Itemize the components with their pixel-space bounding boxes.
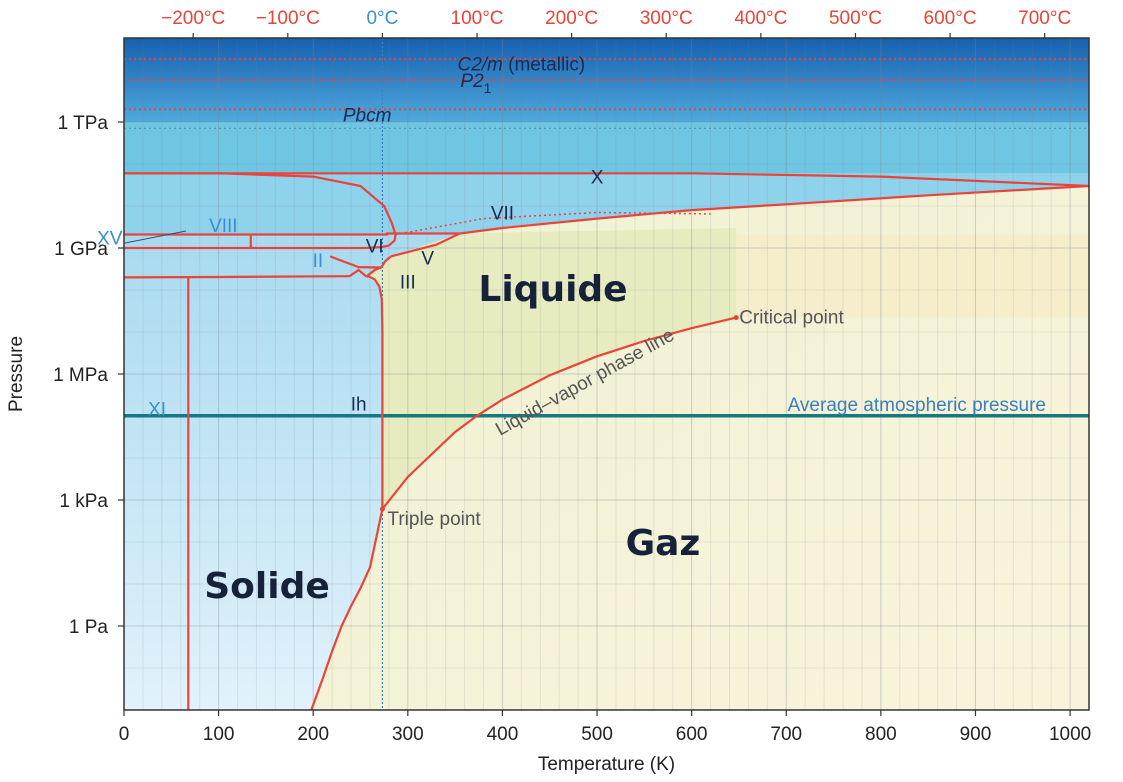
y-tick-label: 1 GPa: [54, 239, 108, 260]
x-tick-label: 0: [119, 724, 130, 745]
celsius-tick-label: 400°C: [734, 8, 787, 29]
y-tick-label: 1 MPa: [53, 365, 108, 386]
x-tick-label: 200: [297, 724, 329, 745]
x-tick-label: 1000: [1049, 724, 1091, 745]
structure-name: P2: [460, 71, 484, 92]
phase-boundary: [390, 232, 461, 258]
structure-label: Pbcm: [343, 106, 392, 127]
phase-boundary: [459, 184, 1089, 235]
structure-subscript: 1: [484, 80, 492, 96]
celsius-tick-label: 100°C: [451, 8, 504, 29]
ice-phase-label: X: [591, 168, 604, 189]
phase-boundary: [124, 172, 397, 235]
phase-boundary: [124, 232, 460, 236]
phase-regions: [124, 38, 1089, 710]
liquid-region: [369, 228, 737, 509]
grid-lines: [124, 38, 1089, 710]
phase-boundary: [366, 275, 384, 509]
y-tick-label: 1 TPa: [58, 113, 109, 134]
celsius-tick-label: 600°C: [924, 8, 977, 29]
celsius-tick-label: −200°C: [161, 8, 225, 29]
atmospheric-pressure-label: Average atmospheric pressure: [788, 395, 1046, 416]
phase-boundary: [380, 255, 392, 269]
y-tick-label: 1 kPa: [59, 491, 108, 512]
critical-point-label: Critical point: [739, 308, 844, 329]
phase-boundary: [124, 275, 350, 279]
x-tick-label: 700: [770, 724, 802, 745]
y-axis-title: Pressure: [6, 336, 27, 412]
structure-label: P21: [460, 71, 491, 96]
ice-phase-label: XI: [148, 400, 166, 421]
xv-pointer: [123, 230, 187, 244]
celsius-tick-label: −100°C: [256, 8, 320, 29]
celsius-tick-label: 0°C: [366, 8, 398, 29]
celsius-tick-label: 200°C: [545, 8, 598, 29]
x-tick-label: 400: [487, 724, 519, 745]
ice-phase-label: VII: [491, 204, 514, 225]
ice-phase-label: XV: [97, 228, 123, 249]
ice-x-region: [124, 122, 1089, 174]
structure-label: C2/m (metallic): [457, 54, 585, 75]
celsius-tick-label: 500°C: [829, 8, 882, 29]
phase-boundary: [124, 172, 1089, 188]
structure-name: Pbcm: [343, 106, 392, 127]
phase-line: [381, 316, 737, 510]
region-label: Liquide: [478, 269, 627, 310]
ice-phase-label: II: [313, 251, 324, 272]
x-tick-label: 300: [392, 724, 424, 745]
triple-point-marker: [379, 506, 385, 512]
phase-boundary: [124, 234, 397, 250]
supercritical-region: [736, 234, 1089, 318]
celsius-tick-label: 700°C: [1018, 8, 1071, 29]
x-tick-label: 100: [203, 724, 235, 745]
structure-name: C2/m: [457, 54, 502, 75]
x-tick-label: 600: [676, 724, 708, 745]
ice-phase-label: III: [400, 272, 416, 293]
ice-phase-label: V: [421, 248, 434, 269]
ice-phase-label: Ih: [351, 394, 367, 415]
celsius-tick-label: 300°C: [640, 8, 693, 29]
x-tick-label: 800: [865, 724, 897, 745]
structure-suffix: (metallic): [503, 54, 585, 75]
x-axis-title: Temperature (K): [538, 754, 675, 775]
metastable-line: [395, 211, 711, 236]
critical-point-marker: [733, 315, 739, 321]
x-tick-label: 900: [960, 724, 992, 745]
phase-boundary: [348, 268, 368, 278]
phase-line: [310, 508, 384, 710]
x-tick-label: 500: [581, 724, 613, 745]
axes: 0 100 200 300 400 500 600 700 800 900 1000 −200°C −1…: [6, 8, 1091, 775]
triple-point-label: Triple point: [387, 509, 481, 530]
phase-boundary: [329, 255, 382, 269]
ice-phase-label: VIII: [209, 216, 238, 237]
ice-phase-label: VI: [366, 236, 384, 257]
region-label: Solide: [204, 566, 330, 607]
boundary-curves: [124, 38, 1089, 710]
solid-region: [124, 233, 460, 710]
y-tick-label: 1 Pa: [69, 617, 109, 638]
region-label: Gaz: [626, 523, 701, 564]
